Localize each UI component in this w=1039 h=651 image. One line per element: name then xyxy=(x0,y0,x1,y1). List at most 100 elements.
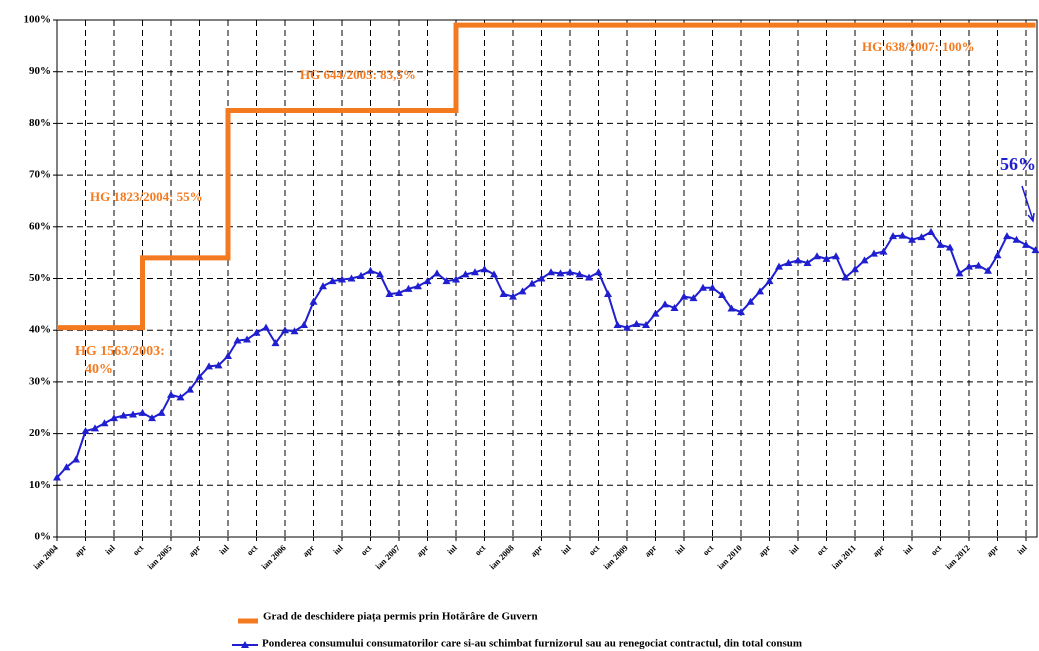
x-tick-label: oct xyxy=(359,543,374,558)
x-tick-label: apr xyxy=(72,543,88,559)
x-tick-label: iul xyxy=(217,542,231,556)
marker xyxy=(300,321,308,329)
y-tick-label: 50% xyxy=(29,272,51,284)
marker xyxy=(138,408,147,416)
annotation: HG 638/2007: 100% xyxy=(862,39,975,54)
annotation: 56% xyxy=(1000,154,1036,174)
marker xyxy=(452,275,460,283)
marker xyxy=(898,231,907,239)
y-tick-label: 30% xyxy=(29,375,51,387)
marker xyxy=(974,261,983,269)
marker xyxy=(119,411,128,419)
marker xyxy=(936,240,945,248)
marker xyxy=(708,283,717,291)
marker xyxy=(414,282,422,290)
marker xyxy=(461,270,470,278)
marker xyxy=(423,277,432,285)
marker xyxy=(585,273,593,281)
marker xyxy=(376,270,384,278)
x-tick-label: iul xyxy=(559,542,573,556)
marker xyxy=(252,328,261,336)
marker xyxy=(556,269,565,277)
marker xyxy=(661,300,669,308)
x-tick-label: apr xyxy=(528,543,544,559)
marker xyxy=(338,275,346,283)
x-tick-label: ian 2009 xyxy=(601,543,630,572)
marker xyxy=(889,232,897,240)
marker xyxy=(319,282,327,290)
x-tick-label: iul xyxy=(1015,542,1029,556)
y-tick-label: 0% xyxy=(35,531,52,543)
annotation: HG 644/2005: 83,5% xyxy=(300,67,416,82)
marker xyxy=(775,262,783,270)
marker xyxy=(784,258,793,266)
marker xyxy=(433,269,441,277)
x-tick-label: iul xyxy=(673,542,687,556)
marker xyxy=(547,268,555,276)
marker xyxy=(262,323,270,331)
x-tick-label: ian 2005 xyxy=(145,543,174,572)
x-tick-label: ian 2007 xyxy=(373,542,402,571)
marker xyxy=(509,292,517,300)
marker xyxy=(395,288,403,296)
marker xyxy=(613,321,622,329)
legend-label: Grad de deschidere piața permis prin Hot… xyxy=(263,611,538,623)
marker xyxy=(832,252,840,260)
marker xyxy=(917,233,926,241)
marker xyxy=(870,249,878,257)
marker xyxy=(594,268,603,276)
marker xyxy=(205,362,213,370)
marker xyxy=(233,336,242,344)
marker xyxy=(993,251,1002,259)
x-tick-label: apr xyxy=(756,543,772,559)
marker xyxy=(632,319,641,327)
y-tick-label: 80% xyxy=(29,117,51,129)
x-tick-label: apr xyxy=(414,543,430,559)
y-tick-label: 20% xyxy=(29,427,51,439)
marker xyxy=(195,372,204,380)
y-tick-label: 70% xyxy=(29,169,51,181)
marker xyxy=(813,252,821,260)
marker xyxy=(328,277,337,285)
marker xyxy=(366,266,375,274)
marker xyxy=(281,326,289,334)
marker xyxy=(803,258,812,266)
legend-marker xyxy=(241,641,249,648)
x-tick-label: oct xyxy=(587,543,602,558)
marker xyxy=(566,268,574,276)
annotation-arrow xyxy=(1021,185,1035,223)
legend-label: Ponderea consumului consumatorilor care … xyxy=(262,638,802,650)
x-tick-label: iul xyxy=(445,542,459,556)
annotation: HG 1563/2003: xyxy=(75,344,165,359)
marker xyxy=(309,297,318,305)
x-tick-label: ian 2011 xyxy=(830,543,858,571)
x-tick-label: apr xyxy=(186,543,202,559)
marker xyxy=(357,271,365,279)
x-tick-label: oct xyxy=(701,543,716,558)
x-tick-label: apr xyxy=(642,543,658,559)
x-tick-label: iul xyxy=(787,542,801,556)
marker xyxy=(214,361,223,369)
marker xyxy=(176,393,185,401)
marker xyxy=(841,273,850,281)
marker xyxy=(946,243,954,251)
x-tick-label: oct xyxy=(473,543,488,558)
x-tick-label: ian 2004 xyxy=(31,542,60,571)
x-tick-label: iul xyxy=(331,542,345,556)
marker xyxy=(480,265,489,273)
marker xyxy=(271,339,280,347)
marker xyxy=(442,277,451,285)
marker xyxy=(680,292,688,300)
y-tick-label: 10% xyxy=(29,479,51,491)
x-tick-label: oct xyxy=(131,543,146,558)
x-tick-label: apr xyxy=(300,543,316,559)
marker xyxy=(62,463,71,471)
marker xyxy=(737,308,745,316)
marker xyxy=(528,279,536,287)
x-tick-label: oct xyxy=(815,543,830,558)
x-tick-label: apr xyxy=(870,543,886,559)
marker xyxy=(756,287,764,295)
marker xyxy=(1012,235,1021,243)
marker xyxy=(794,256,802,264)
